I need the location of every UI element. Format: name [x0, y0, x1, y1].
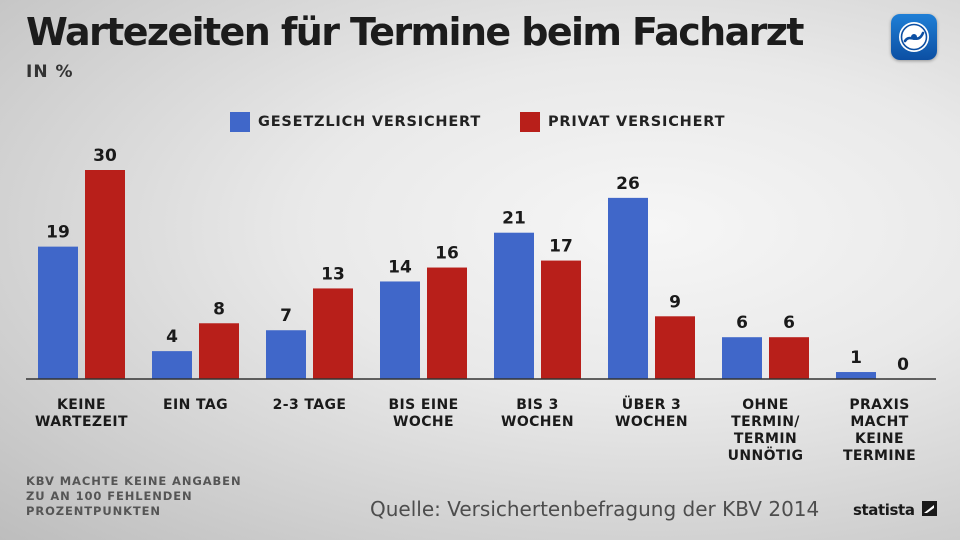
bar-gesetzlich	[608, 197, 648, 379]
category-label: 2-3 TAGE	[273, 397, 347, 413]
data-label: 6	[736, 313, 748, 333]
bar-gesetzlich	[38, 246, 78, 379]
legend-label-privat: PRIVAT VERSICHERT	[548, 113, 726, 130]
category-label: KEINE WARTEZEIT	[35, 397, 128, 430]
bar-gesetzlich	[494, 232, 534, 379]
statista-mark-icon	[922, 501, 937, 516]
bar-gesetzlich	[722, 337, 762, 379]
category-label: BIS EINE WOCHE	[388, 397, 458, 430]
data-label: 6	[783, 313, 795, 333]
bar-privat	[769, 337, 809, 379]
bar-privat	[427, 267, 467, 379]
category-label: OHNE TERMIN/TERMIN UNNÖTIG	[728, 397, 804, 464]
bar-privat	[541, 260, 581, 379]
bar-privat	[313, 288, 353, 379]
bar-gesetzlich	[152, 351, 192, 379]
data-label: 7	[280, 306, 292, 326]
data-label: 19	[46, 223, 70, 243]
data-label: 1	[850, 348, 862, 368]
data-label: 26	[616, 174, 640, 194]
bar-gesetzlich	[836, 372, 876, 379]
category-label: EIN TAG	[163, 397, 228, 413]
data-label: 16	[435, 244, 459, 264]
bar-privat	[655, 316, 695, 379]
footnote: KBV MACHTE KEINE ANGABEN ZU AN 100 FEHLE…	[26, 474, 242, 518]
legend-swatch-privat	[520, 111, 540, 132]
data-label: 17	[549, 237, 573, 257]
data-label: 21	[502, 209, 526, 229]
bar-gesetzlich	[266, 330, 306, 379]
data-label: 4	[166, 327, 178, 347]
category-label: PRAXIS MACHT KEINE TERMINE	[843, 397, 916, 464]
unit-label: IN %	[26, 62, 74, 82]
category-label: ÜBER 3 WOCHEN	[615, 395, 688, 430]
legend-item-gesetzlich: GESETZLICH VERSICHERT	[230, 111, 481, 133]
data-label: 0	[897, 355, 909, 375]
legend-label-gesetzlich: GESETZLICH VERSICHERT	[258, 113, 482, 130]
data-label: 30	[93, 146, 117, 166]
category-label: BIS 3 WOCHEN	[501, 397, 574, 430]
bar-privat	[199, 323, 239, 379]
statista-brand: statista	[853, 501, 915, 519]
data-label: 8	[213, 299, 225, 319]
chart-title: Wartezeiten für Termine beim Facharzt	[26, 10, 804, 54]
bar-privat	[85, 170, 125, 379]
bar-gesetzlich	[380, 281, 420, 379]
tagesschau-logo-icon	[891, 14, 937, 60]
data-label: 13	[321, 264, 345, 284]
data-label: 14	[388, 257, 412, 277]
data-label: 9	[669, 292, 681, 312]
legend-item-privat: PRIVAT VERSICHERT	[520, 111, 725, 133]
legend-swatch-gesetzlich	[230, 111, 250, 132]
source-note: Quelle: Versichertenbefragung der KBV 20…	[370, 497, 820, 521]
